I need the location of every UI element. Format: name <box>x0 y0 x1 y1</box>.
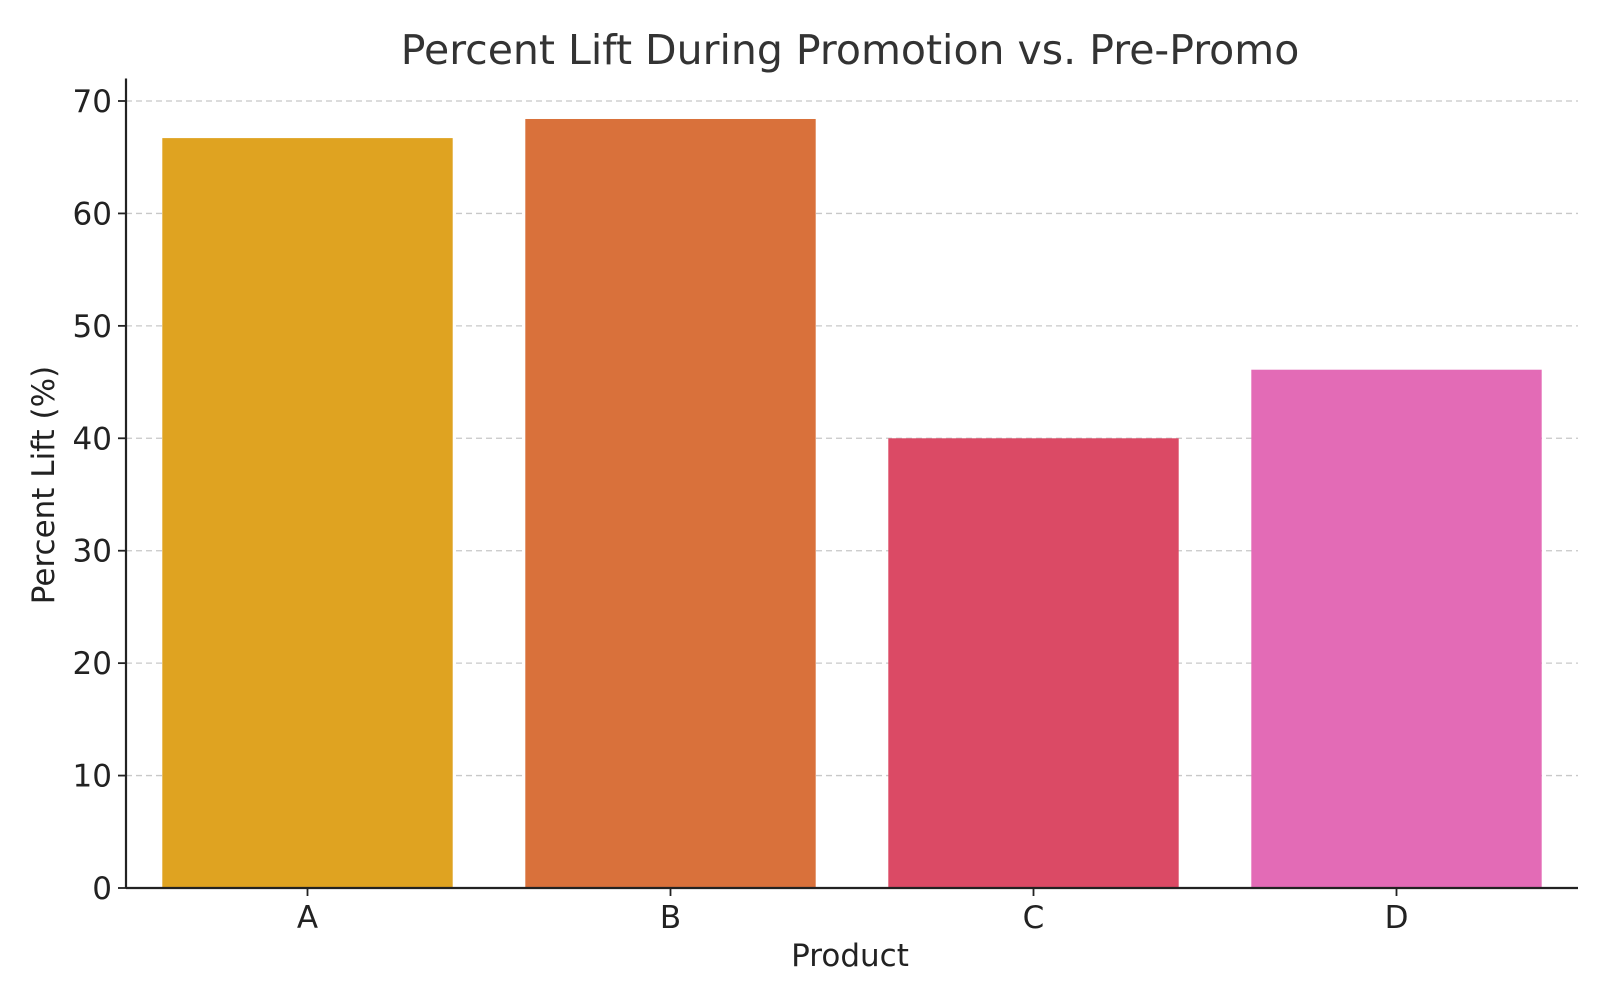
axes <box>118 78 1578 896</box>
y-tick-label: 60 <box>73 196 112 232</box>
bars <box>162 118 1542 888</box>
x-tick-label: D <box>1385 900 1409 936</box>
y-tick-label: 0 <box>92 871 112 907</box>
bar-d <box>1251 369 1542 888</box>
y-tick-label: 20 <box>73 646 112 682</box>
bar-c <box>888 438 1179 888</box>
y-axis-label: Percent Lift (%) <box>26 366 62 604</box>
x-tick-label: C <box>1023 900 1045 936</box>
y-tick-label: 40 <box>73 421 112 457</box>
y-tick-label: 70 <box>73 84 112 120</box>
bar-a <box>162 138 453 888</box>
bar-b <box>525 118 816 888</box>
x-axis-label: Product <box>791 938 909 974</box>
chart-title: Percent Lift During Promotion vs. Pre-Pr… <box>401 26 1300 74</box>
tick-labels: 0 10 20 30 40 50 60 70 A B C D <box>73 84 1409 936</box>
y-tick-label: 10 <box>73 759 112 795</box>
y-tick-label: 30 <box>73 534 112 570</box>
x-tick-label: A <box>297 900 318 936</box>
y-tick-label: 50 <box>73 309 112 345</box>
x-tick-label: B <box>660 900 681 936</box>
